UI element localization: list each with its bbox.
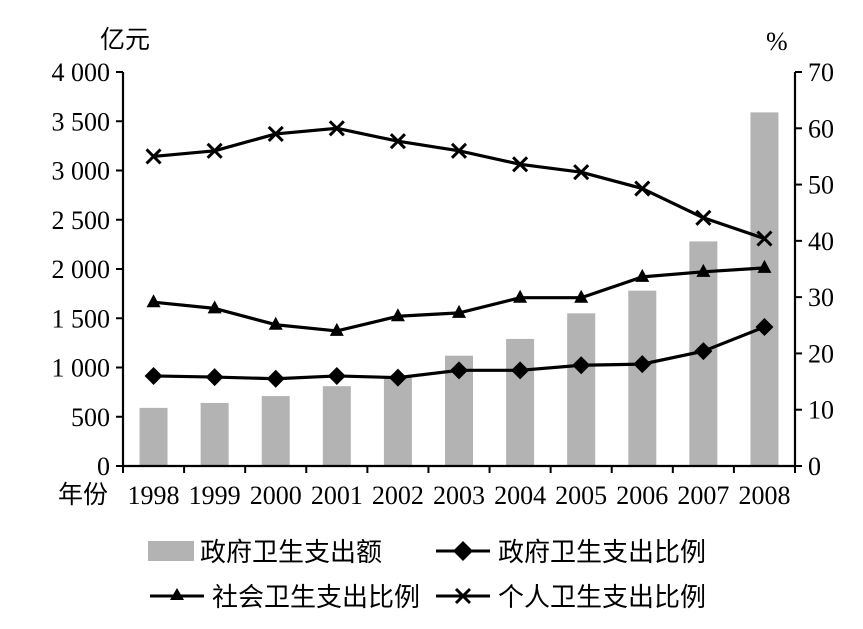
bar-2008 <box>750 112 779 466</box>
legend-bar-swatch <box>148 540 194 561</box>
left-tick-label: 3 500 <box>52 107 111 136</box>
legend-triangle-swatch <box>150 587 204 600</box>
x-tick-label: 2002 <box>372 481 424 510</box>
bar-1998 <box>139 407 168 466</box>
point-diamond-2005 <box>572 356 591 375</box>
legend-label: 政府卫生支出额 <box>200 538 383 568</box>
point-x-2004 <box>512 156 529 173</box>
bar-2006 <box>628 290 657 466</box>
legend-item-gov-ratio: 政府卫生支出比例 <box>434 532 706 569</box>
right-tick-label: 50 <box>808 171 834 200</box>
left-axis-unit: 亿元 <box>100 25 150 54</box>
bar-2000 <box>261 396 290 466</box>
point-triangle-2003 <box>452 304 466 318</box>
point-triangle-2002 <box>390 308 405 322</box>
left-tick-label: 500 <box>71 403 110 432</box>
point-triangle-2006 <box>635 268 650 282</box>
point-diamond-2007 <box>694 342 713 361</box>
right-tick-label: 40 <box>808 227 834 256</box>
axes-layer: 0 500 1 000 1 500 2 000 2 500 3 000 3 500 4 000 0… <box>52 58 835 510</box>
point-x-2002 <box>389 133 406 150</box>
point-triangle-1999 <box>207 300 222 314</box>
point-x-1998 <box>145 148 162 165</box>
left-tick-label: 4 000 <box>52 58 111 87</box>
point-diamond-2000 <box>266 369 285 388</box>
point-diamond-2002 <box>388 368 407 387</box>
bar-2002 <box>383 376 412 466</box>
left-tick-label: 1 000 <box>52 354 111 383</box>
point-x-2001 <box>328 120 345 137</box>
bar-2001 <box>322 386 351 466</box>
right-tick-label: 30 <box>808 283 834 312</box>
series-line-2 <box>153 266 765 333</box>
point-x-2000 <box>267 125 284 142</box>
x-tick-label: 1999 <box>189 481 241 510</box>
point-diamond-1999 <box>205 368 224 387</box>
point-diamond-2001 <box>327 366 346 385</box>
x-tick-label: 2003 <box>433 481 485 510</box>
x-axis-label: 年份 <box>58 480 108 509</box>
x-tick-label: 2004 <box>494 481 546 510</box>
series-line-3 <box>153 126 765 241</box>
right-tick-label: 60 <box>808 114 834 143</box>
x-tick-label: 2007 <box>677 481 729 510</box>
left-tick-label: 3 000 <box>52 157 111 186</box>
legend-diamond-swatch <box>436 540 490 561</box>
point-x-1999 <box>206 142 223 159</box>
left-tick-label: 2 000 <box>52 255 111 284</box>
point-diamond-2003 <box>450 361 468 380</box>
x-tick-label: 2000 <box>250 481 302 510</box>
point-diamond-2008 <box>755 317 774 336</box>
x-tick-label: 2005 <box>555 481 607 510</box>
legend-item-personal-ratio: 个人卫生支出比例 <box>434 577 706 614</box>
legend-label: 社会卫生支出比例 <box>212 583 421 613</box>
right-tick-label: 70 <box>808 58 834 87</box>
legend-item-gov-amount: 政府卫生支出额 <box>148 532 382 569</box>
point-x-2008 <box>756 230 773 247</box>
bar-2005 <box>567 313 596 466</box>
legend-label: 政府卫生支出比例 <box>498 538 707 568</box>
left-tick-label: 0 <box>97 452 110 481</box>
legend-item-social-ratio: 社会卫生支出比例 <box>148 577 420 614</box>
bars-layer <box>139 112 779 466</box>
right-tick-label: 0 <box>808 452 821 481</box>
point-diamond-1998 <box>144 366 163 385</box>
point-triangle-2007 <box>696 263 711 277</box>
x-tick-label: 1998 <box>128 481 180 510</box>
bar-2004 <box>506 338 535 466</box>
right-tick-label: 10 <box>808 396 834 425</box>
legend-label: 个人卫生支出比例 <box>498 583 707 613</box>
point-triangle-2001 <box>329 322 344 336</box>
point-x-2003 <box>450 142 468 159</box>
point-diamond-2006 <box>633 355 652 374</box>
point-diamond-2004 <box>511 361 530 380</box>
right-tick-label: 20 <box>808 339 834 368</box>
point-x-2005 <box>573 164 590 181</box>
point-x-2006 <box>634 180 651 197</box>
x-tick-label: 2006 <box>616 481 668 510</box>
right-axis-unit: % <box>766 27 788 56</box>
legend-x-swatch <box>436 587 490 604</box>
point-triangle-2004 <box>513 289 528 303</box>
left-tick-label: 1 500 <box>52 304 111 333</box>
point-triangle-2008 <box>757 259 772 273</box>
x-tick-label: 2008 <box>738 481 790 510</box>
bar-1999 <box>200 402 229 466</box>
x-tick-label: 2001 <box>311 481 363 510</box>
point-triangle-2000 <box>268 316 283 330</box>
point-triangle-2005 <box>574 289 589 303</box>
point-x-2007 <box>695 209 712 226</box>
left-tick-label: 2 500 <box>52 206 111 235</box>
point-triangle-1998 <box>146 294 161 308</box>
lines-layer <box>144 120 774 388</box>
